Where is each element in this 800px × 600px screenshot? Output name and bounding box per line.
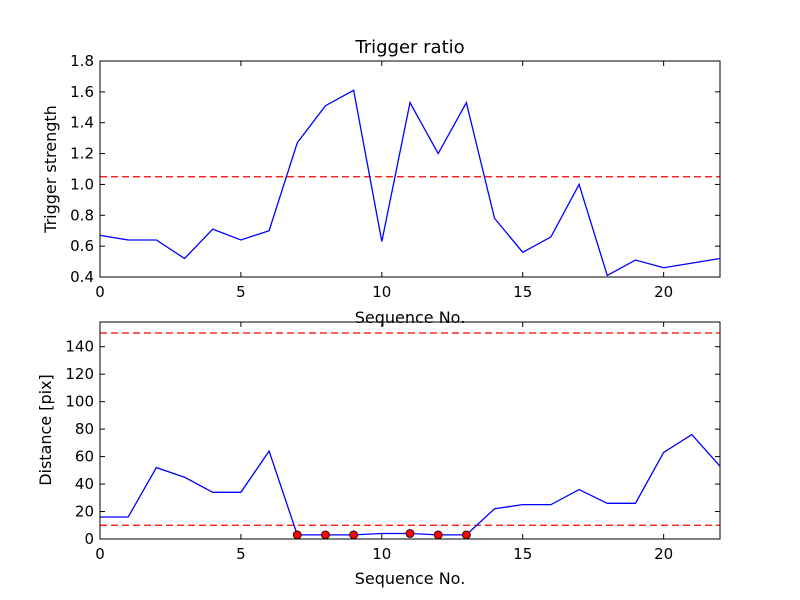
- trigger-ratio-y-tick-label: 0.4: [70, 268, 94, 286]
- distance-y-tick-label: 20: [75, 503, 94, 521]
- trigger-ratio-y-axis-label: Trigger strength: [41, 105, 60, 234]
- trigger-ratio-title: Trigger ratio: [354, 37, 464, 58]
- distance-y-tick-label: 140: [65, 338, 94, 356]
- trigger-ratio-x-tick-label: 20: [654, 283, 673, 301]
- distance-plot-area: [100, 332, 721, 540]
- trigger-ratio-y-tick-label: 1.0: [70, 175, 94, 193]
- distance-marker-point: [292, 530, 302, 540]
- distance-y-tick-label: 0: [84, 530, 94, 548]
- trigger-ratio-x-axis-label: Sequence No.: [355, 308, 466, 327]
- distance-y-tick-label: 80: [75, 420, 94, 438]
- trigger-ratio-y-tick-label: 1.4: [70, 114, 94, 132]
- distance-y-tick-label: 60: [75, 448, 94, 466]
- distance-marker-point: [321, 530, 330, 540]
- trigger-ratio-y-tick-label: 0.8: [70, 206, 94, 224]
- distance-x-axis-label: Sequence No.: [355, 569, 466, 588]
- distance-marker-point: [433, 530, 443, 540]
- trigger-ratio-x-tick-label: 15: [513, 283, 532, 301]
- trigger-ratio-x-ticks: 0 5 10 15 20: [95, 61, 673, 301]
- distance-frame: [99, 321, 721, 540]
- distance-y-tick-label: 100: [65, 393, 94, 411]
- trigger-ratio-y-tick-label: 0.6: [70, 237, 94, 255]
- trigger-ratio-y-tick-label: 1.2: [70, 145, 94, 163]
- trigger-ratio-plot-area: [99, 89, 721, 277]
- distance-marker-point: [405, 529, 415, 538]
- trigger-ratio-axes: Trigger ratio 0 5 10 15 20 0.4 0.6 0.8 1.0 1.2 1.…: [41, 37, 721, 327]
- distance-axes: 0 5 10 15 20 0 20 40 60 80 100 120 140 Sequence No.…: [36, 321, 721, 588]
- trigger-ratio-x-tick-label: 5: [236, 283, 246, 301]
- distance-y-ticks: 0 20 40 60 80 100 120 140: [65, 338, 720, 548]
- trigger-ratio-x-tick-label: 10: [372, 283, 391, 301]
- distance-x-ticks: 0 5 10 15 20: [95, 322, 673, 563]
- distance-x-tick-label: 0: [95, 545, 105, 563]
- trigger-ratio-y-tick-label: 1.8: [70, 52, 94, 70]
- trigger-ratio-x-tick-label: 0: [95, 283, 105, 301]
- distance-marker-point: [461, 530, 471, 540]
- trigger-ratio-frame: [99, 60, 721, 278]
- trigger-ratio-series-line: [99, 89, 721, 277]
- distance-y-axis-label: Distance [pix]: [36, 374, 55, 486]
- distance-y-tick-label: 40: [75, 475, 94, 493]
- distance-x-tick-label: 5: [236, 545, 246, 563]
- distance-x-tick-label: 20: [654, 545, 673, 563]
- distance-marker-point: [349, 530, 359, 540]
- distance-x-tick-label: 10: [372, 545, 391, 563]
- trigger-ratio-y-tick-label: 1.6: [70, 83, 94, 101]
- trigger-ratio-y-ticks: 0.4 0.6 0.8 1.0 1.2 1.4 1.6 1.8: [70, 52, 720, 286]
- distance-x-tick-label: 15: [513, 545, 532, 563]
- distance-y-tick-label: 120: [65, 365, 94, 383]
